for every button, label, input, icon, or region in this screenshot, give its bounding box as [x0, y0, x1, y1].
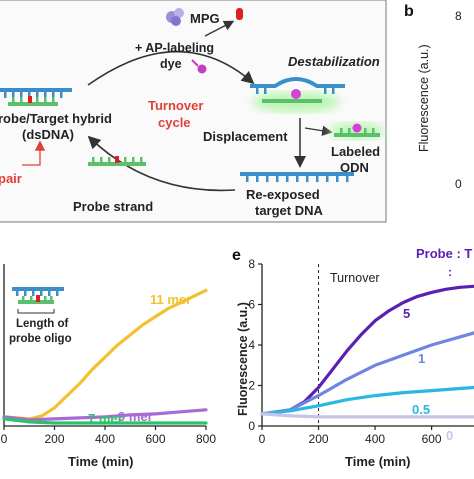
series-label-0-5: 0.5 — [412, 402, 430, 417]
reexposed-label-1: Re-exposed — [246, 187, 320, 202]
inset-label-2: probe oligo — [9, 333, 72, 345]
x-tick-label: 200 — [44, 432, 64, 446]
panel-b-tick-0: 0 — [455, 177, 462, 191]
panel-e-axes — [261, 264, 474, 427]
labeled-odn-label-1: Labeled — [331, 144, 380, 159]
y-tick-label: 0 — [248, 419, 255, 433]
series-line-5 — [260, 284, 474, 416]
x-tick-label: 400 — [95, 432, 115, 446]
mpg-enzyme-icon — [166, 8, 184, 26]
x-tick-label: 600 — [422, 432, 442, 446]
series-label-11-mer: 11 mer — [150, 292, 191, 307]
panel-a: MPG + AP-labeling dye — [0, 0, 387, 223]
legend-title: Probe : T — [416, 246, 472, 261]
series-line-0 — [260, 412, 474, 419]
panel-b-ylabel: Fluorescence (a.u.) — [417, 44, 431, 152]
x-tick-label: 600 — [145, 432, 165, 446]
panel-e-xlabel: Time (min) — [345, 454, 411, 469]
destabilization-label: Destabilization — [288, 54, 380, 69]
pair-label: pair — [0, 171, 22, 186]
panel-e-letter: e — [232, 247, 241, 264]
series-line-0-5 — [260, 385, 474, 416]
reexposed-label-2: target DNA — [255, 203, 324, 218]
displacement-label: Displacement — [203, 129, 288, 144]
turnover-cycle-label-1: Turnover — [148, 98, 203, 113]
series-label-0: 0 — [446, 428, 453, 443]
legend-colon: : — [448, 265, 452, 279]
turnover-annotation: Turnover — [330, 271, 380, 285]
series-label-5: 5 — [403, 306, 410, 321]
inset-label-1: Length of — [16, 318, 69, 330]
x-tick-label: 0 — [1, 432, 8, 446]
series-line-7-mer — [2, 417, 208, 425]
series-label-9-mer: 9 mer — [118, 409, 153, 424]
reagent-label-2: dye — [160, 57, 182, 71]
dsdna-hybrid — [0, 88, 72, 106]
reaction-arrow-bottom — [87, 135, 236, 192]
hybrid-label-1: robe/Target hybrid — [0, 111, 112, 126]
panel-e-chart: e Fluorescence (a.u.) 0 200 400 600 0 2 4 6 8 Tu… — [232, 246, 474, 469]
mpg-label: MPG — [190, 11, 220, 26]
panel-d-ticks: 0 200 400 600 800 — [1, 426, 216, 446]
reexposed-target-dna — [240, 172, 354, 182]
panel-b-tick-8: 8 — [455, 9, 462, 23]
turnover-cycle-label-2: cycle — [158, 115, 191, 130]
labeled-odn — [329, 123, 385, 139]
ap-dye-icon — [191, 59, 207, 74]
y-tick-label: 2 — [248, 379, 255, 393]
reagent-label-1: + AP-labeling — [135, 41, 214, 55]
panel-e-series: 510.50 — [260, 284, 474, 443]
probe-strand — [88, 156, 146, 166]
y-tick-label: 6 — [248, 298, 255, 312]
x-tick-label: 800 — [196, 432, 216, 446]
panel-e-ticks: 0 200 400 600 0 2 4 6 8 — [248, 257, 442, 446]
panel-d-xlabel: Time (min) — [68, 454, 134, 469]
reaction-arrow-top — [87, 50, 255, 86]
x-tick-label: 0 — [259, 432, 266, 446]
panel-b-letter: b — [404, 3, 414, 20]
panel-e-ylabel: Fluorescence (a.u.) — [236, 302, 250, 416]
series-line-1 — [260, 331, 474, 416]
series-label-1: 1 — [418, 351, 425, 366]
released-base-icon — [236, 8, 243, 20]
pair-arrow — [22, 140, 46, 166]
series-label-7-mer: 7 mer — [88, 411, 123, 426]
series-line-11-mer — [2, 288, 208, 421]
series-line-9-mer — [2, 408, 208, 422]
probe-length-inset-icon — [12, 287, 64, 314]
panel-a-frame — [0, 0, 387, 223]
destabilized-complex — [250, 77, 345, 112]
y-tick-label: 4 — [248, 338, 255, 352]
panel-b: b Fluorescence (a.u.) 8 0 — [404, 3, 462, 191]
y-tick-label: 8 — [248, 257, 255, 271]
x-tick-label: 200 — [309, 432, 329, 446]
x-tick-label: 400 — [365, 432, 385, 446]
labeled-odn-arrow — [304, 125, 333, 136]
probe-strand-label: Probe strand — [73, 199, 153, 214]
mpg-release-arrow — [204, 20, 235, 37]
hybrid-label-2: (dsDNA) — [22, 127, 74, 142]
labeled-odn-label-2: ODN — [340, 160, 369, 175]
